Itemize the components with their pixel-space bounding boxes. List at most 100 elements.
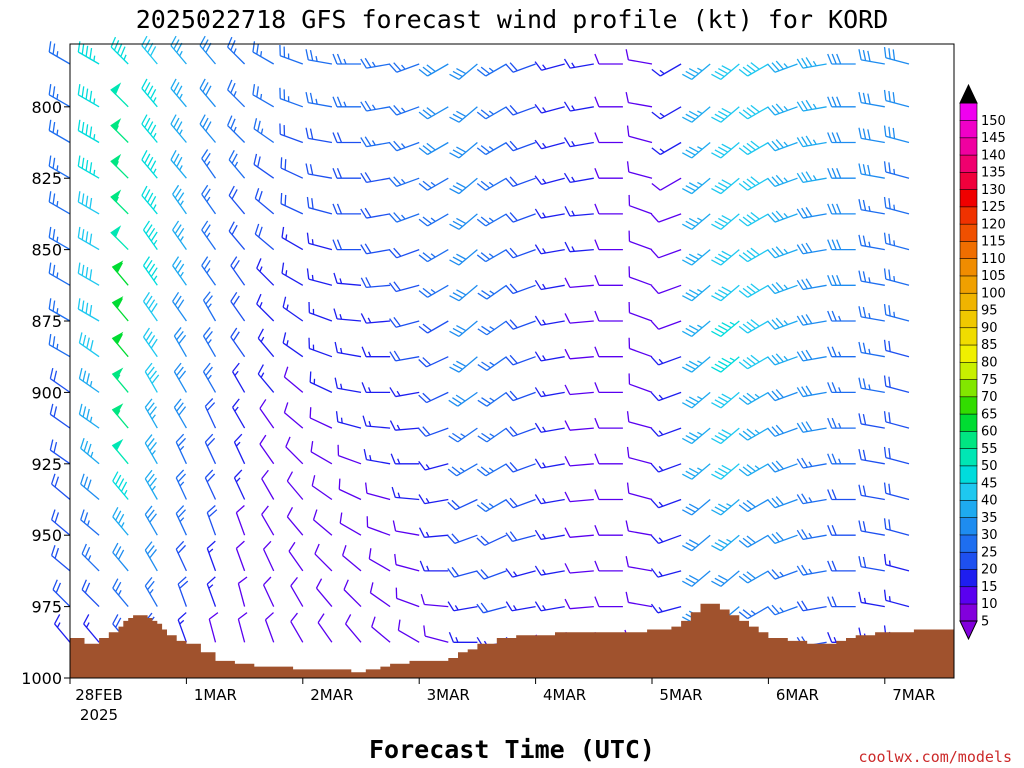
barb-full [738,183,749,191]
colorbar-label: 125 [981,200,1006,215]
barb-staff [885,599,910,608]
barb-full [112,542,119,553]
barb-full [305,49,309,60]
wind-barb [232,398,246,429]
barb-staff [175,513,187,536]
barb-full [335,411,339,422]
y-tick-label: 875 [31,312,62,331]
barb-full [682,223,693,230]
barb-full [52,300,56,312]
barb-staff [747,391,769,405]
wind-barb [111,331,129,358]
wind-barb [883,339,910,358]
barb-full [85,88,89,100]
wind-barb [476,602,507,614]
wind-barb [625,591,653,608]
barb-full [364,172,372,182]
barb-staff [457,427,478,443]
barb-staff [310,451,333,465]
wind-barb [858,127,885,144]
barb-full [775,139,784,149]
barb-staff [77,272,100,286]
barb-full [650,568,659,578]
barb-full [718,396,729,403]
wind-barb [796,385,827,398]
barb-full [509,426,518,436]
barb-staff [427,177,449,191]
wind-barb [767,246,798,259]
barb-full [775,460,784,470]
wind-barb [594,489,623,501]
wind-barb [711,427,740,445]
barb-full [771,62,780,72]
barb-full [805,207,813,217]
barb-full [750,62,760,70]
barb-full [89,340,94,351]
barb-full [397,619,401,631]
barb-staff [144,371,158,393]
barb-half [808,568,813,574]
barb-full [149,160,157,171]
barb-staff [485,177,507,191]
barb-half [697,181,703,186]
wind-barb [767,210,798,223]
barb-staff [628,492,653,501]
barb-staff [48,201,71,215]
wind-barb [144,398,158,429]
wind-barb [738,570,769,584]
barb-staff [512,141,536,152]
wind-barb [48,226,71,251]
barb-staff [201,229,217,250]
barb-full [206,473,216,483]
barb-full [232,259,240,270]
barb-half [115,125,119,131]
barb-full [771,319,780,329]
barb-full [52,336,56,348]
wind-barb [796,99,827,112]
barb-staff [345,623,362,643]
barb-full [144,398,153,408]
barb-full [147,42,154,53]
barb-full [116,333,123,344]
barb-staff [629,312,653,322]
wind-barb [77,84,100,108]
barb-staff [658,284,682,295]
barb-full [120,481,128,492]
wind-barb [628,194,653,215]
wind-barb [827,310,856,322]
barb-full [333,308,338,320]
barb-full [144,434,153,444]
wind-barb [339,512,362,536]
barb-full [831,132,837,143]
barb-full [564,384,571,395]
barb-full [505,568,513,578]
barb-half [488,67,494,73]
barb-full [767,534,776,544]
barb-full [892,92,896,103]
barb-full [89,126,93,138]
barb-full [77,262,81,274]
barb-full [718,324,729,332]
wind-barb [418,320,449,334]
wind-barb [49,403,71,429]
colorbar-segment [959,292,978,311]
barb-full [151,374,160,384]
barb-staff [79,413,100,429]
barb-full [827,167,833,179]
colorbar-segment [959,137,978,156]
barb-full [827,560,833,572]
barb-full [509,531,518,541]
barb-full [750,211,760,220]
barb-full [120,46,126,57]
barb-full [688,467,700,475]
wind-barb [767,317,798,330]
barb-full [290,612,298,622]
barb-half [120,522,125,528]
barb-staff [309,312,333,322]
barb-staff [454,534,478,545]
barb-full [144,541,153,551]
barb-staff [308,207,333,215]
wind-barb [230,291,246,322]
barb-staff [398,629,420,643]
wind-barb [142,220,158,250]
